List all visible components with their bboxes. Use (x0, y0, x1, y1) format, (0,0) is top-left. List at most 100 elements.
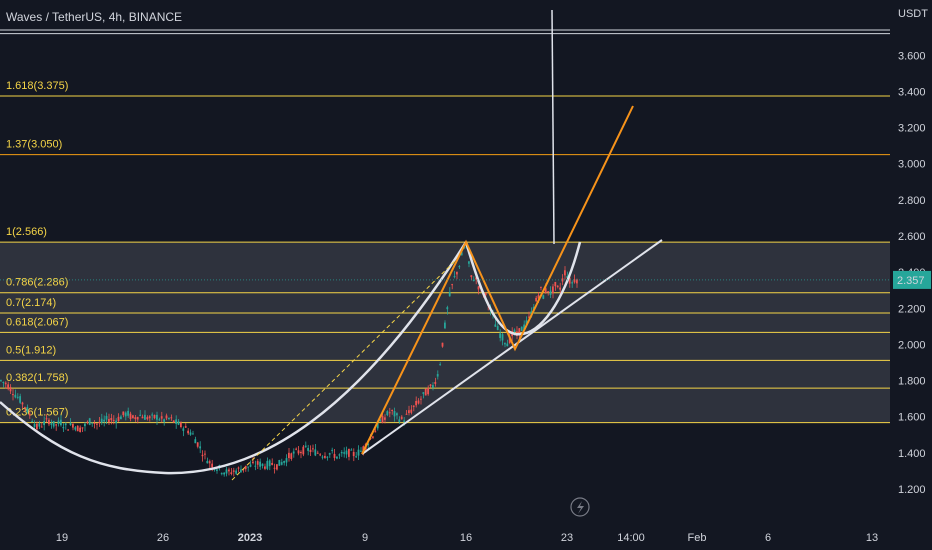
candle (244, 465, 247, 472)
candle-body (28, 413, 31, 416)
orange-zigzag[interactable] (361, 105, 634, 455)
candle-body (14, 394, 17, 398)
candle-body (494, 324, 497, 327)
candle-body (573, 279, 576, 283)
candle-body (561, 278, 564, 282)
candle-body (417, 400, 420, 404)
candle-body (225, 469, 228, 474)
candle-body (232, 470, 235, 472)
candle (398, 416, 401, 424)
candle (549, 286, 552, 298)
candle-body (424, 389, 427, 396)
candle-body (403, 420, 405, 422)
candle (7, 381, 9, 391)
last-price-badge[interactable] (893, 270, 931, 289)
x-tick-2: 2023 (238, 532, 262, 544)
candle-body (244, 465, 247, 470)
candle-body (496, 326, 499, 330)
candle-body (295, 448, 297, 450)
candle-body (338, 454, 341, 456)
candle (247, 466, 249, 472)
candle (124, 411, 127, 421)
candle (64, 422, 67, 430)
candle-body (415, 400, 417, 406)
candle (206, 457, 209, 464)
candle-body (372, 436, 374, 438)
candle (573, 274, 576, 284)
candle (345, 446, 348, 459)
candle (93, 420, 96, 429)
candle (499, 329, 501, 342)
candle (201, 450, 204, 462)
candle-body (290, 453, 293, 459)
candle-body (156, 414, 158, 420)
candle (542, 294, 545, 300)
candle (177, 418, 180, 426)
candle-body (357, 449, 360, 456)
candle (506, 339, 509, 347)
candle-body (129, 413, 132, 419)
candle-body (556, 285, 559, 288)
candle (127, 407, 129, 418)
candle-body (96, 423, 98, 425)
fib-label-6: 0.5(1.912) (6, 344, 56, 356)
candle-body (230, 472, 233, 475)
candle (554, 281, 557, 291)
candle (316, 450, 319, 454)
y-tick-11: 3.400 (898, 86, 926, 98)
candle (456, 271, 458, 280)
candle-body (501, 334, 504, 341)
candle-body (396, 413, 398, 416)
support-trendline[interactable] (361, 239, 663, 455)
candle (439, 362, 441, 366)
candle (405, 410, 408, 415)
candle-body (292, 451, 295, 454)
candle (328, 452, 331, 458)
y-unit-label: USDT (898, 8, 928, 20)
candle-body (76, 425, 79, 432)
candle-body (0, 380, 2, 382)
dashed-projection-line[interactable] (231, 257, 459, 481)
candle-body (300, 451, 302, 454)
candle (468, 260, 470, 268)
candle-body (172, 420, 175, 423)
candle-body (148, 416, 151, 419)
candle-body (328, 453, 331, 455)
candle-body (115, 420, 117, 424)
candle (348, 448, 350, 461)
handle-curve[interactable] (464, 241, 582, 336)
candle-body (549, 290, 552, 295)
candle (88, 417, 91, 426)
candle (372, 435, 374, 439)
candle (189, 429, 192, 436)
candle-body (158, 419, 161, 421)
candle-body (554, 281, 557, 287)
y-tick-7: 2.600 (898, 231, 926, 243)
candle (331, 447, 333, 454)
candle-body (48, 419, 50, 425)
candle-body (564, 270, 566, 276)
candle (175, 415, 177, 429)
lightning-icon[interactable] (570, 497, 590, 517)
candle-body (223, 472, 225, 475)
candle-body (384, 417, 386, 420)
candle-body (408, 410, 410, 414)
candle (60, 414, 62, 427)
candle (391, 409, 393, 415)
candle-body (441, 342, 444, 347)
candle-body (388, 412, 391, 414)
candle (168, 417, 170, 421)
candle-body (146, 417, 149, 420)
candle (146, 415, 149, 421)
candle-body (319, 454, 321, 456)
candle (151, 412, 153, 421)
candle (67, 429, 69, 431)
x-tick-6: 14:00 (617, 532, 645, 544)
candle-body (525, 320, 528, 325)
candle (444, 320, 446, 330)
target-vertical-line[interactable] (551, 9, 555, 245)
candle (501, 332, 504, 346)
cup-curve[interactable] (0, 241, 468, 475)
candle (343, 447, 345, 458)
